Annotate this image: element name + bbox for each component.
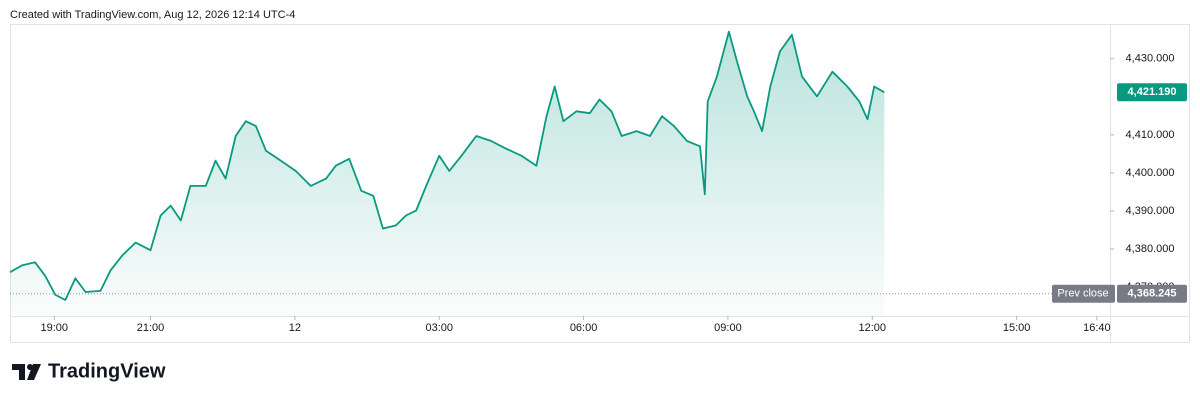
- y-tick-label: 4,400.000: [1126, 167, 1175, 179]
- y-tick-label: 4,410.000: [1126, 129, 1175, 141]
- chart-frame: [10, 24, 1190, 343]
- header-caption: Created with TradingView.com, Aug 12, 20…: [10, 9, 295, 21]
- x-tick-label: 16:40: [1083, 322, 1111, 334]
- x-tick-label: 12:00: [859, 322, 887, 334]
- last-price-label: 4,421.190: [1128, 86, 1177, 98]
- y-tick-label: 4,380.000: [1126, 243, 1175, 255]
- y-tick-label: 4,430.000: [1126, 53, 1175, 65]
- x-tick-label: 03:00: [425, 322, 453, 334]
- x-tick-label: 06:00: [570, 322, 598, 334]
- prev-close-value-box: [1117, 284, 1187, 303]
- x-tick-label: 09:00: [714, 322, 742, 334]
- prev-close-value: 4,368.245: [1128, 288, 1177, 300]
- last-price-box: [1117, 83, 1187, 102]
- logo: [12, 364, 41, 380]
- x-tick-label: 15:00: [1003, 322, 1031, 334]
- x-tick-label: 19:00: [41, 322, 69, 334]
- prev-close-name-box: [1052, 284, 1115, 303]
- x-tick-label: 21:00: [137, 322, 165, 334]
- price-line: [9, 30, 885, 301]
- area-fill: [10, 31, 885, 316]
- y-tick-label: 4,390.000: [1126, 205, 1175, 217]
- prev-close-name: Prev close: [1057, 288, 1108, 300]
- x-tick-label: 12: [289, 322, 301, 334]
- brand-name: TradingView: [48, 360, 166, 382]
